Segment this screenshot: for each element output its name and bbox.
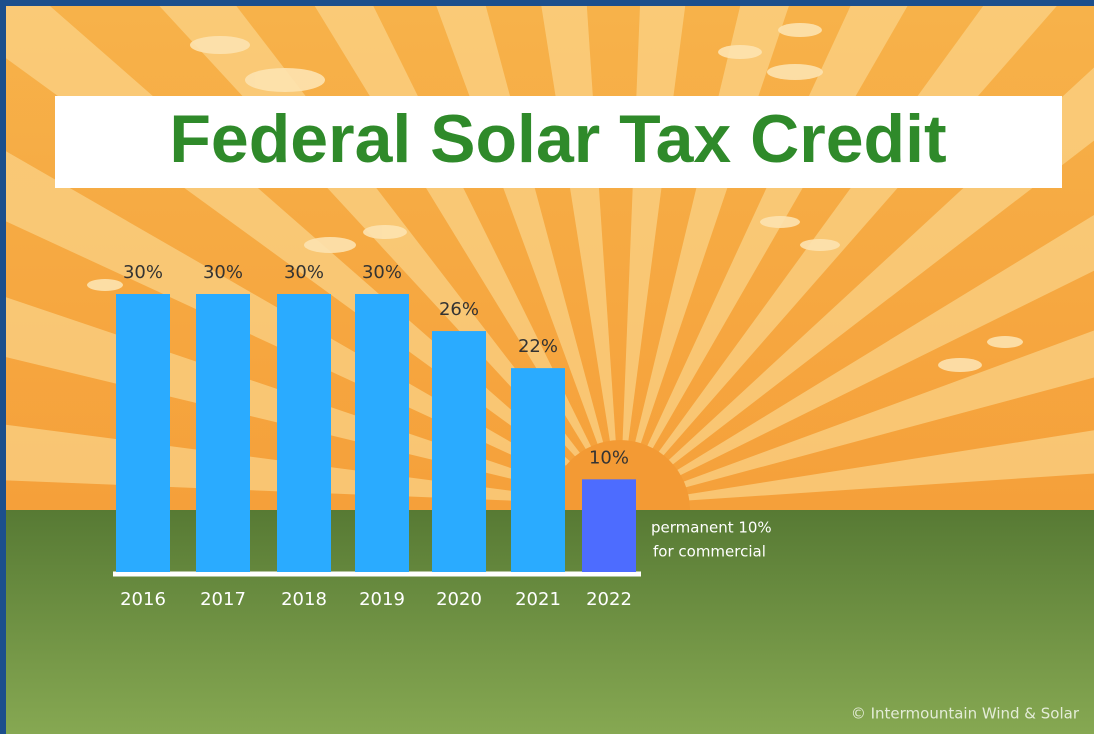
bar <box>116 294 170 572</box>
x-tick-label: 2021 <box>515 589 561 610</box>
bar <box>355 294 409 572</box>
annotation: for commercial <box>653 543 766 561</box>
value-label: 30% <box>284 262 324 283</box>
value-label: 10% <box>589 447 629 468</box>
credit: © Intermountain Wind & Solar <box>851 705 1080 723</box>
value-label: 30% <box>362 262 402 283</box>
sun-ray <box>620 215 1094 505</box>
sun-ray <box>620 330 1094 505</box>
value-label: 22% <box>518 336 558 357</box>
sun-ray <box>620 6 789 505</box>
bar <box>511 368 565 572</box>
clouds <box>87 23 1023 372</box>
sun-ray <box>620 430 1094 505</box>
value-label: 30% <box>203 262 243 283</box>
value-label: 26% <box>439 299 479 320</box>
bar <box>582 479 636 572</box>
bar <box>277 294 331 572</box>
chart-title: Federal Solar Tax Credit <box>169 101 946 177</box>
title-box <box>55 96 1062 188</box>
sun-ray <box>436 6 620 505</box>
annotation: permanent 10% <box>651 519 772 537</box>
x-tick-label: 2017 <box>200 589 246 610</box>
x-tick-label: 2019 <box>359 589 405 610</box>
bar <box>432 331 486 572</box>
x-tick-label: 2022 <box>586 589 632 610</box>
x-tick-label: 2016 <box>120 589 166 610</box>
value-label: 30% <box>123 262 163 283</box>
bar <box>196 294 250 572</box>
sun-ray <box>620 67 1094 505</box>
x-tick-label: 2020 <box>436 589 482 610</box>
x-tick-label: 2018 <box>281 589 327 610</box>
